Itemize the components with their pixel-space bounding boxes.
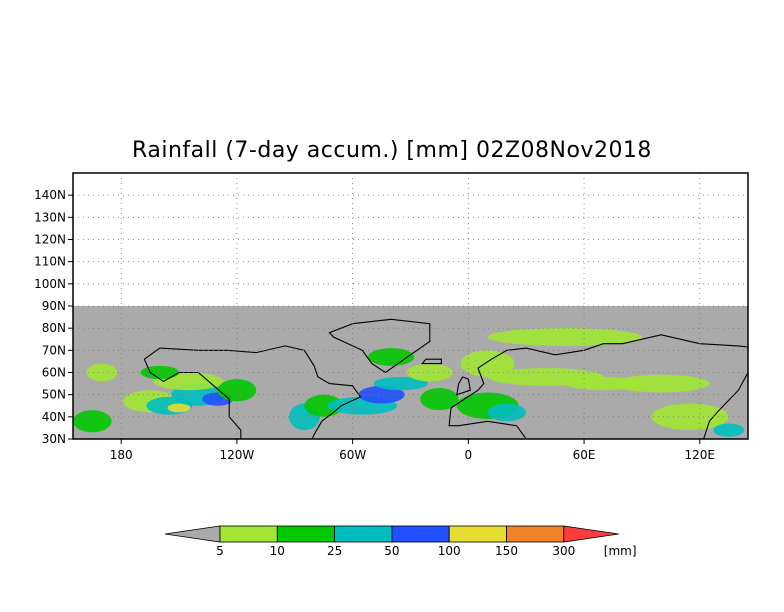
rain-band-9	[304, 394, 344, 417]
lat-label: 120N	[34, 233, 66, 247]
colorbar-box	[506, 525, 565, 543]
lat-label: 80N	[42, 321, 66, 335]
latitude-labels: 30N 40N 50N 60N 70N 80N 90N 100N 110N 120N 130N 140…	[34, 188, 73, 446]
rain-band-22	[487, 328, 642, 346]
lon-label: 60W	[339, 448, 366, 462]
rain-band-14	[406, 363, 453, 382]
coastline-uk	[456, 376, 471, 396]
colorbar-level-label: 10	[270, 544, 285, 558]
lat-label: 60N	[42, 366, 66, 380]
colorbar-box	[334, 525, 393, 543]
lat-label: 40N	[42, 410, 66, 424]
colorbar-unit-label: [mm]	[604, 544, 637, 558]
map-content	[73, 173, 748, 439]
lat-label: 90N	[42, 299, 66, 313]
coastline-north-america	[143, 345, 362, 439]
lon-label: 0	[465, 448, 473, 462]
rain-band-17	[487, 403, 527, 422]
colorbar-box	[276, 525, 335, 543]
rain-band-18	[460, 350, 515, 377]
coastlines	[143, 318, 748, 439]
colorbar-level-label: 25	[327, 544, 342, 558]
longitude-labels: 180 120W 60W 0 60E 120E	[110, 439, 715, 462]
map-title: Rainfall (7-day accum.) [mm] 02Z08Nov201…	[132, 138, 652, 163]
rain-band-2	[167, 403, 191, 413]
colorbar-level-label: 100	[438, 544, 461, 558]
rain-band-6	[140, 365, 180, 380]
colorbar-box	[219, 525, 278, 543]
rain-band-26	[86, 363, 118, 382]
lon-label: 180	[110, 448, 133, 462]
coastline-iceland	[420, 358, 442, 365]
colorbar: 5 10 25 50 100 150 300 [mm]	[164, 525, 637, 558]
rain-band-13	[368, 348, 415, 366]
lat-label: 70N	[42, 343, 66, 357]
colorbar-low-triangle	[164, 525, 221, 543]
lat-label: 130N	[34, 210, 66, 224]
rain-band-11	[358, 385, 405, 404]
colorbar-level-label: 300	[552, 544, 575, 558]
rain-band-21	[613, 374, 710, 393]
colorbar-level-label: 5	[216, 544, 224, 558]
colorbar-box	[391, 525, 450, 543]
rain-band-15	[420, 388, 459, 411]
colorbar-high-triangle	[563, 525, 619, 543]
rain-band-7	[217, 379, 257, 402]
lon-label: 120W	[220, 448, 255, 462]
coastline-greenland	[328, 318, 431, 374]
lat-label: 30N	[42, 432, 66, 446]
colorbar-box	[448, 525, 507, 543]
lon-label: 60E	[573, 448, 596, 462]
rain-band-24	[713, 423, 745, 437]
lat-label: 140N	[34, 188, 66, 202]
lat-label: 50N	[42, 388, 66, 402]
rain-band-25	[73, 410, 112, 433]
colorbar-level-label: 50	[384, 544, 399, 558]
lon-label: 120E	[685, 448, 716, 462]
lat-label: 110N	[34, 255, 66, 269]
rain-band-23	[651, 403, 729, 431]
lat-label: 100N	[34, 277, 66, 291]
colorbar-level-label: 150	[495, 544, 518, 558]
rain-band-12	[373, 376, 428, 391]
coastline-eurasia	[448, 334, 748, 439]
